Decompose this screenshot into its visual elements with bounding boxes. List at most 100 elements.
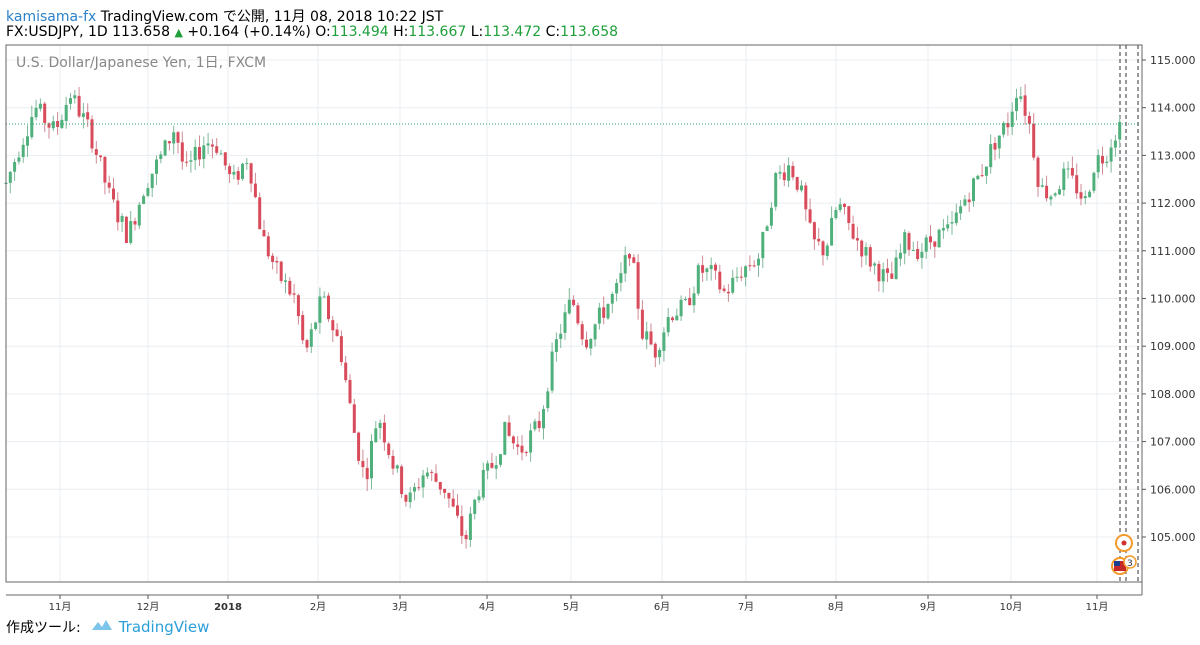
candle-body xyxy=(434,473,438,482)
tradingview-brand-link[interactable]: TradingView xyxy=(118,618,210,636)
candle-body xyxy=(890,273,894,279)
candle-body xyxy=(765,226,769,231)
candle-body xyxy=(133,221,137,225)
candle-body xyxy=(331,320,335,331)
time-tick-label: 2月 xyxy=(310,601,326,613)
high-value: 113.667 xyxy=(408,24,467,40)
candle-body xyxy=(671,317,674,321)
candle-body xyxy=(382,422,386,443)
time-tick-label: 5月 xyxy=(563,601,579,613)
candle-body xyxy=(167,141,171,144)
candle-body xyxy=(421,475,425,488)
candle-body xyxy=(666,317,670,333)
candle-body xyxy=(451,498,455,507)
candle-body xyxy=(1032,123,1036,158)
candle-body xyxy=(103,156,107,183)
candle-body xyxy=(327,295,330,320)
candle-body xyxy=(202,145,206,160)
plot-frame xyxy=(5,44,1143,583)
low-label: L: xyxy=(470,24,484,40)
candle-body xyxy=(443,488,447,493)
candle-body xyxy=(378,422,382,429)
author-link[interactable]: kamisama-fx xyxy=(6,9,97,25)
candle-body xyxy=(1101,156,1104,164)
candle-body xyxy=(1006,123,1010,128)
candle-body xyxy=(292,293,296,295)
close-value: 113.658 xyxy=(560,24,619,40)
candle-body xyxy=(1118,121,1122,140)
time-tick-label: 2018 xyxy=(214,602,242,613)
candle-body xyxy=(825,245,829,256)
candle-body xyxy=(17,157,21,162)
candle-body xyxy=(365,467,369,480)
candle-body xyxy=(941,228,945,231)
candle-body xyxy=(284,280,287,282)
close-label: C: xyxy=(545,24,561,40)
candle-body xyxy=(679,299,683,317)
candle-body xyxy=(288,280,292,295)
candle-body xyxy=(223,152,227,166)
candle-body xyxy=(468,513,472,540)
event-flags[interactable]: 3 xyxy=(1111,534,1137,575)
candle-body xyxy=(1040,185,1044,187)
candle-body xyxy=(34,107,38,118)
candle-body xyxy=(529,430,533,453)
candle-body xyxy=(69,98,72,104)
candle-body xyxy=(494,465,498,469)
candle-body xyxy=(898,252,902,259)
candle-body xyxy=(542,409,545,429)
candle-body xyxy=(610,294,614,304)
us-flag-canton xyxy=(1114,561,1120,566)
candle-body xyxy=(271,255,275,262)
candle-body xyxy=(404,495,408,502)
candle-body xyxy=(636,262,640,309)
candle-body xyxy=(314,322,318,330)
time-tick-label: 3月 xyxy=(392,601,408,613)
candle-body xyxy=(559,333,563,340)
candle-body xyxy=(43,103,47,123)
candle-body xyxy=(886,268,889,273)
candle-body xyxy=(309,329,313,347)
candle-body xyxy=(615,283,619,294)
high-label: H: xyxy=(393,24,409,40)
candle-body xyxy=(701,265,705,273)
candle-body xyxy=(481,470,485,498)
candle-body xyxy=(150,173,154,189)
candle-body xyxy=(855,238,859,241)
candle-body xyxy=(1010,111,1014,127)
candle-body xyxy=(438,481,442,490)
candle-body xyxy=(236,171,240,180)
candle-body xyxy=(563,312,567,333)
candle-body xyxy=(279,261,283,282)
candle-body xyxy=(972,178,975,202)
candle-body xyxy=(731,277,735,293)
candle-body xyxy=(1019,96,1023,99)
tradingview-logo-icon[interactable] xyxy=(91,618,113,636)
candle-body xyxy=(142,196,146,205)
candle-body xyxy=(1027,115,1031,124)
candle-body xyxy=(1058,189,1061,195)
candle-body xyxy=(1096,155,1100,173)
candle-body xyxy=(937,229,941,248)
candle-body xyxy=(675,315,679,321)
candle-body xyxy=(722,288,726,291)
candle-body xyxy=(782,172,786,181)
candle-body xyxy=(507,422,511,436)
candle-body xyxy=(593,324,597,340)
candle-body xyxy=(112,188,115,200)
candle-body xyxy=(817,238,821,242)
event-vertical-lines xyxy=(1119,45,1139,582)
candle-body xyxy=(486,463,490,471)
time-tick-label: 10月 xyxy=(1000,601,1023,613)
candle-body xyxy=(107,182,111,188)
candle-body xyxy=(714,264,717,271)
candle-body xyxy=(735,276,739,278)
candle-body xyxy=(245,162,249,164)
candle-body xyxy=(262,229,266,237)
candle-body xyxy=(219,153,223,155)
candle-body xyxy=(185,161,189,163)
candle-body xyxy=(1002,123,1006,135)
event-count-badge[interactable] xyxy=(1123,555,1137,569)
candle-body xyxy=(800,185,803,191)
